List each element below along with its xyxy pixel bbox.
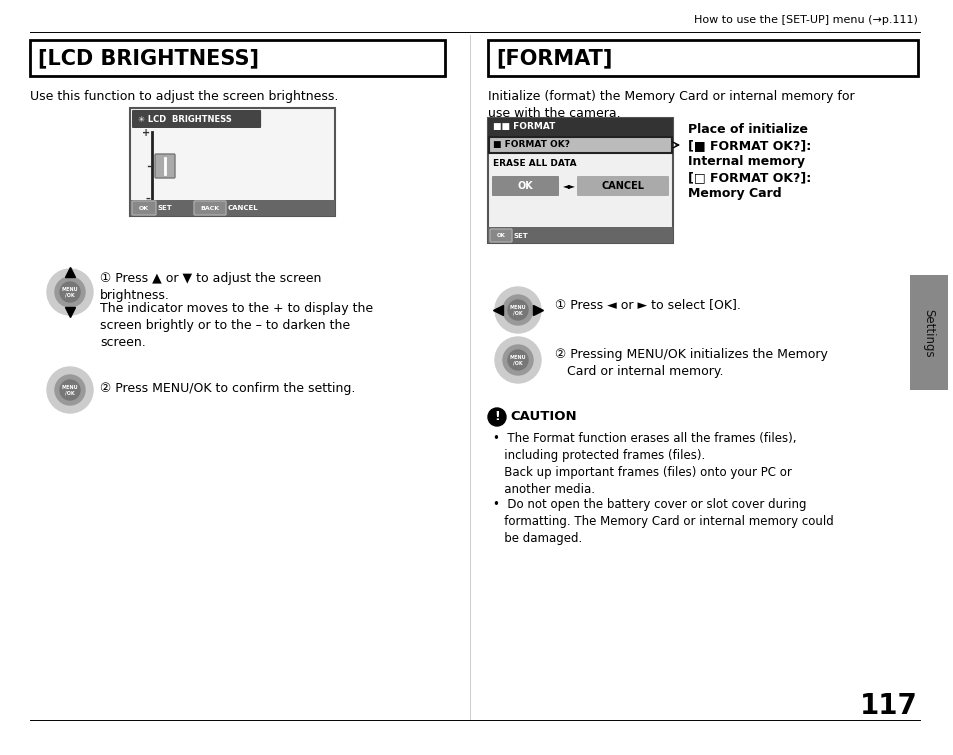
Text: Use this function to adjust the screen brightness.: Use this function to adjust the screen b… [30,90,338,103]
Text: [FORMAT]: [FORMAT] [496,48,612,68]
Text: Initialize (format) the Memory Card or internal memory for
use with the camera.: Initialize (format) the Memory Card or i… [488,90,854,120]
Text: MENU
/OK: MENU /OK [509,304,526,316]
Text: MENU
/OK: MENU /OK [62,384,78,396]
Circle shape [60,282,80,302]
Bar [30,40,444,76]
Text: +: + [142,128,150,138]
Text: CANCEL: CANCEL [601,181,644,191]
Text: OK: OK [517,181,533,191]
Text: OK: OK [139,205,149,211]
Text: ① Press ▲ or ▼ to adjust the screen
brightness.: ① Press ▲ or ▼ to adjust the screen brig… [100,272,321,302]
Bar [488,118,672,243]
FancyBboxPatch shape [193,201,226,215]
Bar [488,227,672,243]
Text: ② Press MENU/OK to confirm the setting.: ② Press MENU/OK to confirm the setting. [100,382,355,395]
Text: ✳ LCD  BRIGHTNESS: ✳ LCD BRIGHTNESS [138,115,232,124]
Text: Place of initialize: Place of initialize [687,123,807,136]
Text: OK: OK [497,233,505,238]
Text: ◄►: ◄► [562,181,576,190]
Text: SET: SET [158,205,172,211]
Circle shape [55,375,85,405]
Circle shape [488,408,505,426]
Bar [489,137,671,153]
Text: ① Press ◄ or ► to select [OK].: ① Press ◄ or ► to select [OK]. [555,298,740,311]
Text: [□ FORMAT OK?]:: [□ FORMAT OK?]: [687,171,810,184]
FancyBboxPatch shape [490,229,512,242]
Text: ERASE ALL DATA: ERASE ALL DATA [493,159,576,168]
Circle shape [495,337,540,383]
Circle shape [495,287,540,333]
Circle shape [507,350,527,370]
Text: MENU
/OK: MENU /OK [509,355,526,365]
FancyBboxPatch shape [154,154,174,178]
Bar [488,40,917,76]
Circle shape [55,277,85,307]
Circle shape [60,380,80,400]
FancyBboxPatch shape [577,176,668,196]
FancyBboxPatch shape [132,110,261,128]
FancyBboxPatch shape [132,201,156,215]
Circle shape [47,269,92,315]
Text: [LCD BRIGHTNESS]: [LCD BRIGHTNESS] [38,48,258,68]
Text: !: ! [494,411,499,424]
Text: The indicator moves to the + to display the
screen brightly or to the – to darke: The indicator moves to the + to display … [100,302,373,349]
Text: SET: SET [514,233,528,239]
Text: CANCEL: CANCEL [228,205,258,211]
Text: ■ FORMAT OK?: ■ FORMAT OK? [493,140,569,149]
Text: BACK: BACK [200,205,219,211]
FancyBboxPatch shape [492,176,558,196]
Text: MENU
/OK: MENU /OK [62,287,78,297]
Bar [130,200,335,216]
Text: •  Do not open the battery cover or slot cover during
   formatting. The Memory : • Do not open the battery cover or slot … [493,498,833,545]
Text: Settings: Settings [922,309,935,357]
Circle shape [507,300,527,320]
Text: •  The Format function erases all the frames (files),
   including protected fra: • The Format function erases all the fra… [493,432,796,496]
Circle shape [47,367,92,413]
Circle shape [502,295,533,325]
Bar [909,275,947,390]
Text: –: – [145,194,150,204]
Text: ② Pressing MENU/OK initializes the Memory
   Card or internal memory.: ② Pressing MENU/OK initializes the Memor… [555,348,827,378]
Text: How to use the [SET-UP] menu (→p.111): How to use the [SET-UP] menu (→p.111) [694,15,917,25]
Text: Internal memory: Internal memory [687,155,804,168]
Text: Memory Card: Memory Card [687,187,781,200]
Text: CAUTION: CAUTION [510,410,576,423]
Circle shape [502,345,533,375]
Bar [488,118,672,136]
Bar [488,136,672,154]
Text: ■■ FORMAT: ■■ FORMAT [493,122,555,131]
Text: [■ FORMAT OK?]:: [■ FORMAT OK?]: [687,139,810,152]
Bar [130,108,335,216]
Text: 117: 117 [860,692,917,720]
